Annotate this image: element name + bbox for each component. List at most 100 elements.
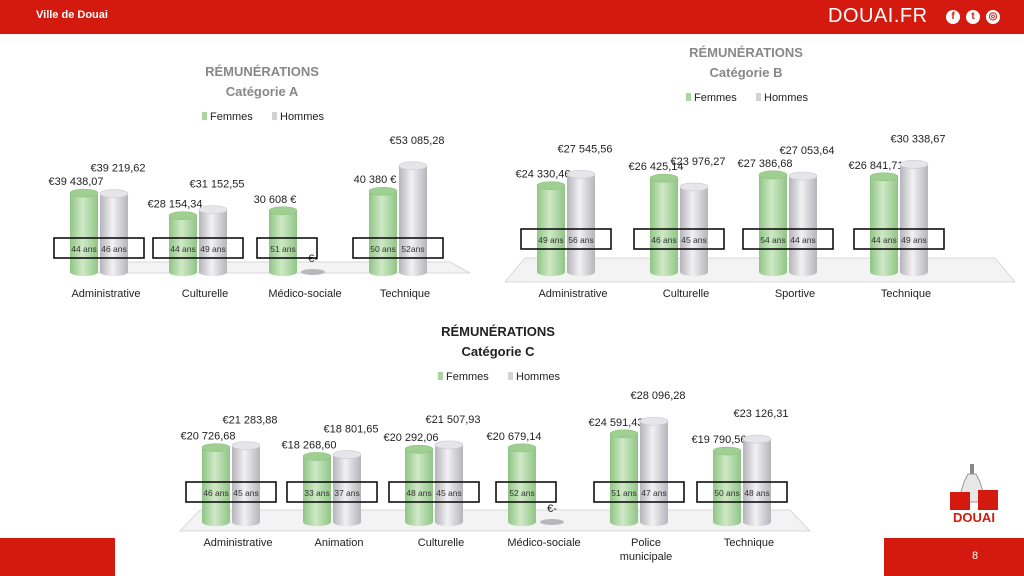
age-label-femmes: 44 ans bbox=[71, 244, 97, 254]
data-label-femmes: €18 268,60 bbox=[281, 439, 336, 451]
top-banner bbox=[0, 0, 1024, 34]
bar-top bbox=[742, 434, 772, 444]
bar-top bbox=[649, 173, 679, 183]
bar-femmes bbox=[70, 193, 98, 272]
bar-femmes bbox=[303, 456, 331, 522]
bar-bottom bbox=[199, 268, 227, 276]
bar-top bbox=[566, 169, 596, 179]
chart-title: RÉMUNÉRATIONS bbox=[689, 45, 803, 60]
age-label-hommes: 47 ans bbox=[641, 488, 667, 498]
legend-swatch-hommes bbox=[756, 93, 761, 101]
category-label: Médico-sociale bbox=[507, 537, 580, 549]
age-box bbox=[633, 228, 725, 250]
instagram-icon[interactable]: ◎ bbox=[986, 10, 1000, 24]
bar-top bbox=[398, 161, 428, 171]
legend-swatch-femmes bbox=[438, 372, 443, 380]
bar-femmes bbox=[269, 210, 297, 272]
bar-top bbox=[507, 443, 537, 453]
footer-band-left bbox=[0, 538, 115, 576]
bar-bottom bbox=[369, 268, 397, 276]
age-box bbox=[853, 228, 945, 250]
legend-swatch-femmes bbox=[202, 112, 207, 120]
bar-top bbox=[639, 416, 669, 426]
data-label-hommes: €- bbox=[308, 253, 318, 265]
bar-top bbox=[788, 171, 818, 181]
legend-swatch-hommes bbox=[508, 372, 513, 380]
bar-bottom bbox=[900, 268, 928, 276]
bar-top bbox=[268, 206, 298, 216]
bar-hommes bbox=[100, 193, 128, 272]
age-box bbox=[593, 481, 685, 503]
bar-bottom bbox=[232, 518, 260, 526]
age-box bbox=[152, 237, 244, 259]
bar-bottom bbox=[713, 518, 741, 526]
bar-femmes bbox=[610, 433, 638, 522]
data-label-hommes: €27 545,56 bbox=[557, 143, 612, 155]
data-label-hommes: €30 338,67 bbox=[890, 133, 945, 145]
brand-link[interactable]: DOUAI.FR bbox=[828, 5, 928, 27]
bar-hommes bbox=[567, 174, 595, 272]
age-box bbox=[352, 237, 444, 259]
chart-categorie-a: RÉMUNÉRATIONS Catégorie A Femmes Hommes €39 … bbox=[48, 64, 471, 300]
bar-bottom bbox=[610, 518, 638, 526]
bar-femmes bbox=[202, 447, 230, 522]
bar-femmes bbox=[369, 191, 397, 272]
data-label-femmes: 30 608 € bbox=[254, 194, 297, 206]
bar-top bbox=[368, 186, 398, 196]
bar-top bbox=[712, 446, 742, 456]
bar-bottom bbox=[789, 268, 817, 276]
legend-label-femmes: Femmes bbox=[694, 92, 737, 104]
age-label-femmes: 54 ans bbox=[760, 235, 786, 245]
bar-hommes bbox=[640, 421, 668, 522]
bar-hommes bbox=[199, 209, 227, 272]
age-label-femmes: 46 ans bbox=[203, 488, 229, 498]
bar-bottom bbox=[743, 518, 771, 526]
age-label-hommes: 45 ans bbox=[681, 235, 707, 245]
bar-top bbox=[69, 188, 99, 198]
category-label: Technique bbox=[724, 537, 774, 549]
data-label-femmes: 40 380 € bbox=[354, 174, 397, 186]
chart-categorie-c: RÉMUNÉRATIONS Catégorie C Femmes Hommes €20 … bbox=[178, 324, 812, 563]
bar-femmes bbox=[650, 178, 678, 272]
legend-label-hommes: Hommes bbox=[516, 371, 561, 383]
category-label: Police bbox=[631, 537, 661, 549]
footer-band-right bbox=[884, 538, 1024, 576]
age-box bbox=[742, 228, 834, 250]
category-label: Technique bbox=[380, 288, 430, 300]
bar-zero-hommes bbox=[301, 269, 325, 275]
bar-top bbox=[201, 443, 231, 452]
data-label-hommes: €21 507,93 bbox=[425, 414, 480, 426]
category-label: Administrative bbox=[538, 288, 607, 300]
bar-bottom bbox=[405, 518, 433, 526]
bar-top bbox=[609, 429, 639, 439]
data-label-femmes: €19 790,56 bbox=[691, 434, 746, 446]
age-box bbox=[388, 481, 480, 503]
category-label: Administrative bbox=[71, 288, 140, 300]
age-label-femmes: 44 ans bbox=[871, 235, 897, 245]
data-label-hommes: €18 801,65 bbox=[323, 424, 378, 436]
bar-bottom bbox=[680, 268, 708, 276]
category-label: Administrative bbox=[203, 537, 272, 549]
age-label-hommes: 49 ans bbox=[901, 235, 927, 245]
age-label-femmes: 49 ans bbox=[538, 235, 564, 245]
bar-top bbox=[679, 182, 709, 192]
bar-bottom bbox=[100, 268, 128, 276]
bar-femmes bbox=[405, 449, 433, 522]
legend-label-hommes: Hommes bbox=[280, 111, 325, 123]
data-label-hommes: €- bbox=[547, 503, 557, 515]
category-label: municipale bbox=[620, 551, 673, 563]
bar-femmes bbox=[169, 215, 197, 272]
data-label-hommes: €23 126,31 bbox=[733, 408, 788, 420]
bar-hommes bbox=[435, 444, 463, 522]
bar-femmes bbox=[713, 451, 741, 522]
twitter-icon[interactable]: t bbox=[966, 10, 980, 24]
age-label-hommes: 44 ans bbox=[790, 235, 816, 245]
bar-top bbox=[758, 170, 788, 180]
facebook-icon[interactable]: f bbox=[946, 10, 960, 24]
age-box bbox=[256, 237, 318, 259]
douai-logo: DOUAI bbox=[950, 464, 998, 525]
bar-bottom bbox=[202, 518, 230, 526]
data-label-hommes: €31 152,55 bbox=[189, 179, 244, 191]
data-label-hommes: €53 085,28 bbox=[389, 135, 444, 147]
bar-femmes bbox=[508, 447, 536, 522]
